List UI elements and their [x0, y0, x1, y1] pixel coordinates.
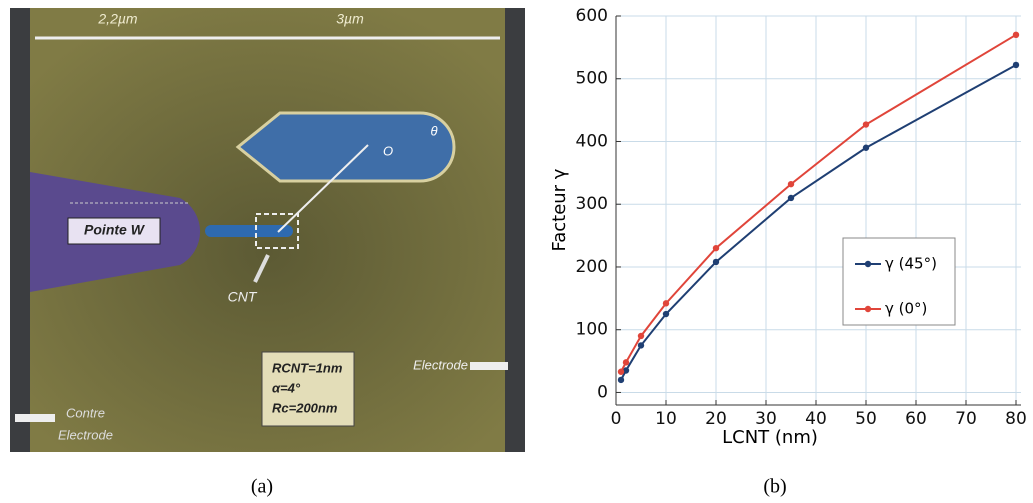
y-tick-label: 600 — [576, 6, 608, 26]
x-tick-label: 20 — [705, 409, 727, 429]
data-point — [622, 359, 630, 366]
y-axis-label: Facteur γ — [549, 168, 570, 251]
legend-label: γ (0°) — [885, 300, 927, 318]
chart: Facteur γ LCNT (nm) 0 10 20 30 40 50 60 70 80 0 10… — [549, 6, 1027, 448]
angle-label: θ — [430, 123, 437, 138]
data-point — [787, 180, 795, 188]
data-point — [617, 376, 625, 384]
parameter: Rc=200nm — [272, 400, 338, 415]
cnt-label: CNT — [228, 289, 258, 305]
counter-electrode-label: Contre — [66, 405, 105, 420]
data-point — [1012, 61, 1020, 69]
diagram: 2,2µm 3µm Pointe W CNT O θ RCNT=1nm α=4°… — [10, 8, 525, 452]
tip-label-box — [67, 217, 161, 245]
y-tick-label: 100 — [576, 320, 608, 340]
data-point — [617, 368, 625, 375]
zoom-cnt — [235, 111, 456, 183]
x-tick-label: 60 — [905, 409, 927, 429]
parameter: RCNT=1nm — [272, 360, 343, 375]
legend-swatch — [864, 305, 872, 313]
dimension-label: 3µm — [336, 11, 364, 27]
x-tick-label: 80 — [1005, 409, 1027, 429]
cnt-arrow — [253, 254, 270, 283]
data-point — [637, 342, 645, 349]
tip-label: Pointe W — [84, 222, 146, 238]
y-tick-label: 300 — [576, 194, 608, 214]
x-tick-label: 40 — [805, 409, 827, 429]
x-tick-label: 10 — [655, 409, 677, 429]
parameter-box — [261, 351, 355, 427]
data-point — [1012, 31, 1020, 39]
center-label: O — [383, 143, 393, 158]
legend-label: γ (45°) — [885, 255, 937, 273]
series-line — [620, 33, 1017, 373]
electrode-bar — [505, 8, 525, 452]
legend-swatch — [864, 260, 872, 268]
x-tick-label: 50 — [855, 409, 877, 429]
y-tick-label: 400 — [576, 131, 608, 151]
caption: (b) — [763, 476, 786, 498]
y-tick-label: 0 — [597, 382, 608, 402]
data-point — [712, 244, 720, 252]
electrode-label: Electrode — [413, 357, 468, 372]
legend-box — [842, 237, 956, 326]
zoom-arrow — [277, 144, 369, 233]
data-point — [662, 300, 670, 307]
electrode-arrow — [470, 362, 508, 370]
zoom-box — [255, 213, 299, 249]
data-point — [712, 258, 720, 266]
y-tick-label: 200 — [576, 257, 608, 277]
x-tick-label: 30 — [755, 409, 777, 429]
caption: (a) — [251, 476, 273, 498]
counter-electrode-label: Electrode — [58, 427, 113, 442]
data-point — [622, 367, 630, 374]
data-point — [862, 144, 870, 151]
x-axis-label: LCNT (nm) — [722, 427, 818, 448]
counter-electrode-bar — [10, 8, 30, 452]
parameter: α=4° — [272, 380, 301, 395]
data-point — [637, 332, 645, 340]
data-point — [862, 121, 870, 128]
x-tick-label: 70 — [955, 409, 977, 429]
cnt — [205, 225, 293, 237]
series-line — [620, 64, 1017, 381]
data-point — [787, 194, 795, 202]
data-point — [662, 310, 670, 318]
dimension-label: 2,2µm — [97, 11, 138, 27]
x-tick-label: 0 — [611, 409, 622, 429]
counter-arrow — [15, 414, 55, 422]
y-tick-label: 500 — [576, 69, 608, 89]
